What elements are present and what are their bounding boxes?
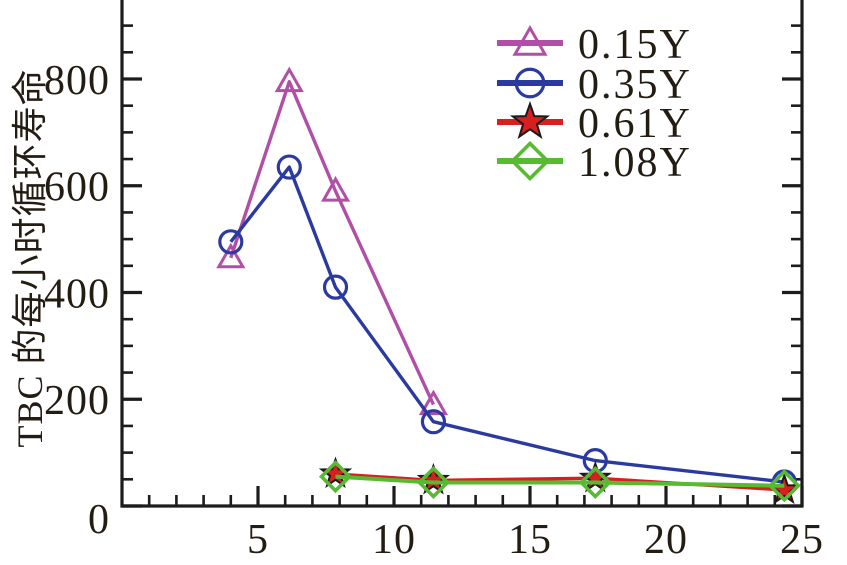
tick-labels: 5 10 15 20 25 0 200 400 600 800 bbox=[44, 58, 824, 563]
legend-item-0.35Y: 0.35Y bbox=[497, 62, 692, 108]
x-tick-label: 10 bbox=[372, 517, 416, 563]
series-1.08Y bbox=[318, 460, 801, 503]
legend-label-0.35Y: 0.35Y bbox=[578, 62, 692, 108]
x-tick-label: 20 bbox=[644, 517, 688, 563]
y-tick-label: 200 bbox=[44, 378, 110, 424]
star-marker bbox=[416, 462, 451, 495]
triangle-marker bbox=[512, 24, 548, 56]
circle-marker bbox=[420, 409, 447, 435]
star-marker bbox=[318, 456, 353, 489]
triangle-marker bbox=[320, 176, 351, 202]
triangle-marker bbox=[216, 242, 246, 269]
circle-marker bbox=[276, 154, 302, 180]
legend-item-0.15Y: 0.15Y bbox=[497, 22, 692, 68]
x-tick-label: 5 bbox=[247, 517, 269, 563]
series-0.15Y bbox=[216, 66, 449, 416]
y-axis-title-text: TBC 的每小时循环寿命 bbox=[10, 68, 50, 448]
y-tick-label: 0 bbox=[88, 497, 110, 543]
series-0.35Y bbox=[218, 154, 797, 495]
series-line-0.35Y bbox=[229, 165, 785, 484]
y-tick-label: 800 bbox=[44, 58, 110, 104]
diamond-marker bbox=[578, 465, 612, 500]
diamond-marker bbox=[767, 469, 801, 503]
legend-label-1.08Y: 1.08Y bbox=[578, 140, 692, 186]
circle-marker bbox=[218, 229, 244, 255]
triangle-marker bbox=[418, 389, 449, 416]
ticks bbox=[122, 24, 804, 508]
diamond-marker bbox=[318, 460, 353, 494]
legend-item-1.08Y: 1.08Y bbox=[497, 140, 692, 186]
triangle-marker bbox=[274, 66, 304, 93]
series-line-1.08Y bbox=[335, 474, 785, 488]
series-line-0.15Y bbox=[229, 79, 435, 406]
circle-marker bbox=[514, 67, 546, 99]
diamond-marker bbox=[509, 140, 551, 182]
legend-label-0.61Y: 0.61Y bbox=[578, 101, 692, 147]
diamond-marker bbox=[416, 465, 450, 500]
circle-marker bbox=[322, 274, 349, 300]
axes-frame bbox=[120, 0, 804, 508]
y-tick-label: 600 bbox=[44, 165, 110, 211]
legend-item-0.61Y: 0.61Y bbox=[497, 100, 692, 147]
star-marker bbox=[509, 100, 551, 140]
y-tick-label: 400 bbox=[44, 271, 110, 317]
legend-label-0.15Y: 0.15Y bbox=[578, 22, 692, 68]
x-tick-label: 25 bbox=[780, 517, 824, 563]
x-tick-label: 15 bbox=[508, 517, 552, 563]
